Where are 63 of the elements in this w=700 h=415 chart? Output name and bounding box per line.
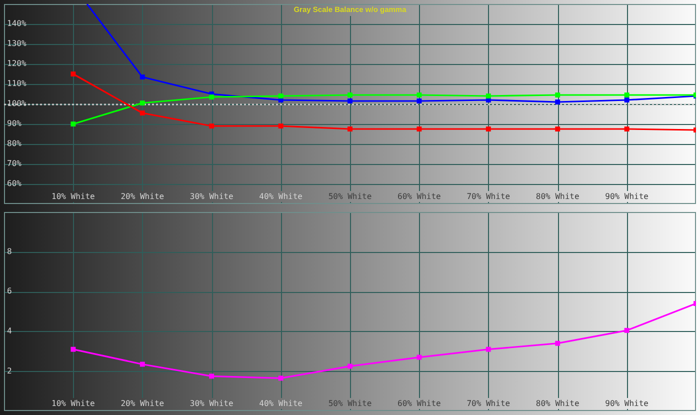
point bbox=[348, 364, 352, 369]
point bbox=[555, 340, 560, 346]
x-tick-label: 20% White bbox=[120, 192, 164, 202]
point bbox=[209, 124, 214, 128]
point bbox=[416, 354, 422, 360]
point bbox=[140, 110, 145, 116]
x-tick-label: 90% White bbox=[605, 399, 649, 408]
point bbox=[624, 126, 630, 132]
point bbox=[486, 94, 491, 98]
point bbox=[416, 92, 422, 98]
y-tick-label: 120% bbox=[7, 59, 26, 68]
x-tick-label: 80% White bbox=[536, 399, 580, 408]
point bbox=[555, 126, 560, 132]
point bbox=[555, 92, 560, 98]
x-tick-label: 10% White bbox=[52, 399, 96, 408]
x-tick-label: 60% White bbox=[398, 399, 442, 408]
point bbox=[348, 126, 352, 132]
point bbox=[278, 94, 284, 98]
point bbox=[624, 92, 630, 98]
point bbox=[416, 98, 422, 104]
x-tick-label: 40% White bbox=[259, 399, 303, 408]
y-tick-label: 130% bbox=[7, 39, 26, 48]
x-tick-label: 10% White bbox=[52, 192, 96, 202]
y-tick-label: 100% bbox=[7, 99, 26, 108]
x-tick-label: 30% White bbox=[190, 192, 234, 202]
point bbox=[486, 126, 491, 132]
x-tick-label: 70% White bbox=[466, 192, 510, 202]
point bbox=[624, 328, 630, 333]
point bbox=[348, 98, 352, 104]
y-tick-label: 8 bbox=[7, 246, 12, 256]
point bbox=[278, 376, 284, 381]
y-tick-label: 90% bbox=[7, 119, 22, 128]
x-tick-label: 60% White bbox=[398, 192, 442, 202]
y-tick-label: 110% bbox=[7, 79, 26, 88]
y-tick-label: 2 bbox=[7, 366, 12, 376]
x-tick-label: 50% White bbox=[328, 399, 372, 408]
point bbox=[278, 124, 284, 128]
point bbox=[348, 92, 352, 98]
y-tick-label: 4 bbox=[7, 326, 12, 336]
x-tick-label: 80% White bbox=[536, 192, 580, 202]
y-tick-label: 70% bbox=[7, 159, 22, 168]
point bbox=[555, 100, 560, 104]
point bbox=[486, 346, 491, 352]
x-tick-label: 20% White bbox=[120, 399, 164, 408]
point bbox=[624, 98, 630, 102]
x-tick-label: 70% White bbox=[466, 399, 510, 408]
x-tick-label: 30% White bbox=[190, 399, 234, 408]
point bbox=[209, 94, 214, 100]
point bbox=[209, 374, 214, 379]
x-tick-label: 90% White bbox=[605, 192, 649, 202]
point bbox=[140, 74, 145, 80]
y-tick-label: 140% bbox=[7, 19, 26, 28]
point bbox=[70, 72, 76, 76]
y-tick-label: 6 bbox=[7, 286, 12, 296]
x-tick-label: 40% White bbox=[259, 192, 303, 202]
point bbox=[70, 122, 76, 126]
y-tick-label: 80% bbox=[7, 139, 22, 148]
x-tick-label: 50% White bbox=[328, 192, 372, 202]
point bbox=[140, 100, 145, 106]
point bbox=[140, 362, 145, 367]
point bbox=[416, 126, 422, 132]
point bbox=[70, 346, 76, 352]
y-tick-label: 60% bbox=[7, 179, 22, 188]
